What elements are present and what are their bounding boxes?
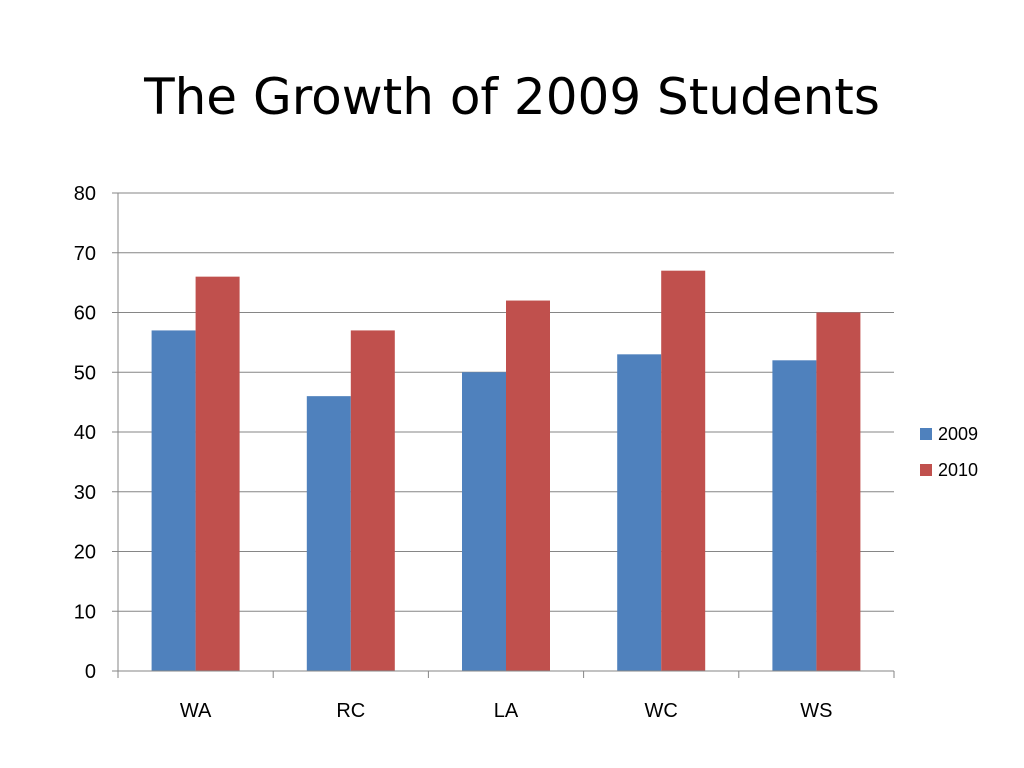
bar-2010-WS — [816, 312, 861, 671]
y-tick-label: 70 — [74, 243, 96, 265]
x-tick-label: RC — [336, 700, 365, 722]
y-tick-label: 20 — [74, 542, 96, 564]
legend-swatch-2010 — [920, 464, 932, 476]
bar-2009-WA — [151, 330, 196, 671]
bar-2009-WC — [617, 354, 662, 671]
x-tick-label: WS — [800, 700, 832, 722]
legend-label: 2010 — [938, 460, 978, 480]
legend-swatch-2009 — [920, 428, 932, 440]
y-tick-label: 50 — [74, 362, 96, 384]
page-title: The Growth of 2009 Students — [144, 68, 880, 126]
legend-label: 2009 — [938, 424, 978, 444]
y-tick-label: 30 — [74, 482, 96, 504]
x-tick-label: WA — [180, 700, 212, 722]
y-tick-label: 0 — [85, 661, 96, 683]
y-axis-tick-labels: 0 10 20 30 40 50 60 70 80 — [74, 183, 96, 683]
bar-2009-RC — [306, 396, 351, 671]
bar-2010-WC — [661, 270, 706, 671]
bar-2010-LA — [506, 300, 550, 671]
y-tick-label: 40 — [74, 422, 96, 444]
x-tick-label: LA — [494, 700, 519, 722]
bar-2010-RC — [350, 330, 395, 671]
x-axis-tick-labels: WA RC LA WC WS — [180, 700, 833, 722]
y-tick-label: 60 — [74, 303, 96, 325]
legend: 2009 2010 — [920, 424, 978, 480]
bar-2009-LA — [462, 372, 506, 671]
axes — [112, 192, 895, 678]
bar-2009-WS — [772, 360, 817, 671]
bars — [151, 270, 861, 671]
bar-2010-WA — [195, 276, 240, 671]
y-tick-label: 80 — [74, 183, 96, 205]
y-tick-label: 10 — [74, 601, 96, 623]
x-tick-label: WC — [645, 700, 678, 722]
